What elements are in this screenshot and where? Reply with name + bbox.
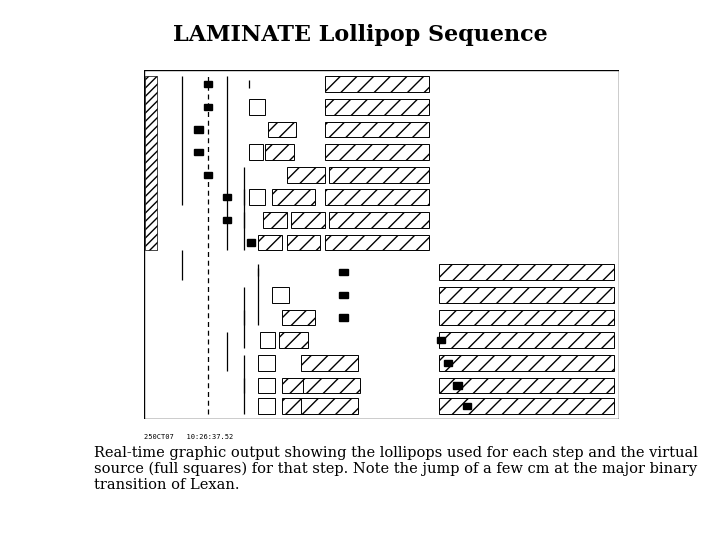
Bar: [438, 332, 614, 348]
Bar: [329, 167, 429, 183]
Bar: [258, 355, 275, 370]
Bar: [279, 332, 308, 348]
Bar: [339, 314, 348, 321]
Bar: [454, 382, 462, 389]
Bar: [258, 377, 275, 393]
Bar: [325, 99, 429, 114]
Bar: [258, 399, 275, 414]
Bar: [444, 360, 452, 366]
Bar: [438, 355, 614, 370]
Bar: [325, 190, 429, 205]
Bar: [194, 149, 203, 155]
Bar: [287, 167, 325, 183]
Bar: [247, 239, 255, 246]
Bar: [292, 212, 325, 228]
Text: 250CT07   10:26:37.52: 250CT07 10:26:37.52: [144, 434, 233, 440]
Bar: [248, 99, 265, 114]
Text: LAMINATE Lollipop Sequence: LAMINATE Lollipop Sequence: [173, 24, 547, 46]
Bar: [325, 144, 429, 160]
Bar: [204, 104, 212, 110]
Bar: [437, 337, 445, 343]
Bar: [438, 309, 614, 325]
Bar: [325, 76, 429, 92]
Bar: [282, 377, 305, 393]
Bar: [282, 399, 310, 414]
Bar: [204, 172, 212, 178]
Bar: [438, 265, 614, 280]
Bar: [194, 126, 203, 132]
Bar: [263, 212, 287, 228]
Bar: [223, 194, 231, 200]
Bar: [438, 399, 614, 414]
Bar: [339, 292, 348, 298]
Bar: [223, 217, 231, 223]
Bar: [248, 144, 263, 160]
Bar: [248, 190, 265, 205]
Bar: [261, 332, 275, 348]
Bar: [463, 403, 472, 409]
Bar: [438, 377, 614, 393]
Bar: [272, 190, 315, 205]
Bar: [325, 122, 429, 137]
Bar: [268, 122, 296, 137]
Bar: [325, 235, 429, 251]
Bar: [339, 269, 348, 275]
Bar: [438, 287, 614, 303]
Bar: [301, 355, 358, 370]
Bar: [258, 235, 282, 251]
Bar: [301, 399, 358, 414]
Bar: [329, 212, 429, 228]
Bar: [282, 309, 315, 325]
Bar: [265, 144, 294, 160]
Bar: [303, 377, 360, 393]
Bar: [145, 76, 157, 251]
Bar: [287, 235, 320, 251]
Bar: [272, 287, 289, 303]
Bar: [204, 81, 212, 87]
Text: Real-time graphic output showing the lollipops used for each step and the virtua: Real-time graphic output showing the lol…: [94, 446, 698, 492]
